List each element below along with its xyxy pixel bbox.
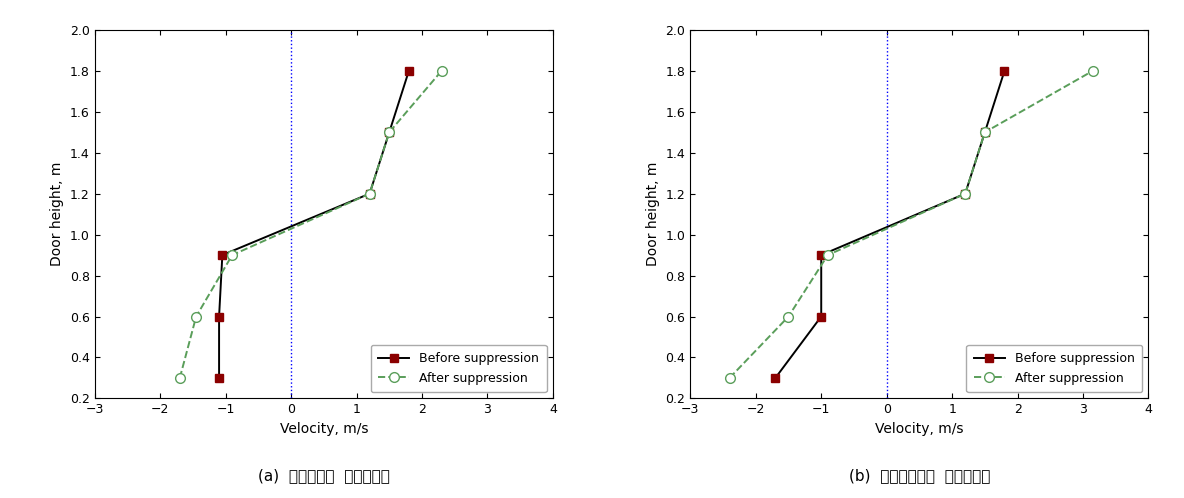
Y-axis label: Door height, m: Door height, m (646, 162, 659, 266)
Text: (a)  워터미스트  소화시스템: (a) 워터미스트 소화시스템 (258, 468, 390, 483)
Legend: Before suppression, After suppression: Before suppression, After suppression (371, 345, 547, 392)
Y-axis label: Door height, m: Door height, m (50, 162, 64, 266)
Text: (b)  청정소화약제  소화시스템: (b) 청정소화약제 소화시스템 (849, 468, 990, 483)
Legend: Before suppression, After suppression: Before suppression, After suppression (966, 345, 1143, 392)
X-axis label: Velocity, m/s: Velocity, m/s (875, 422, 964, 436)
X-axis label: Velocity, m/s: Velocity, m/s (279, 422, 368, 436)
